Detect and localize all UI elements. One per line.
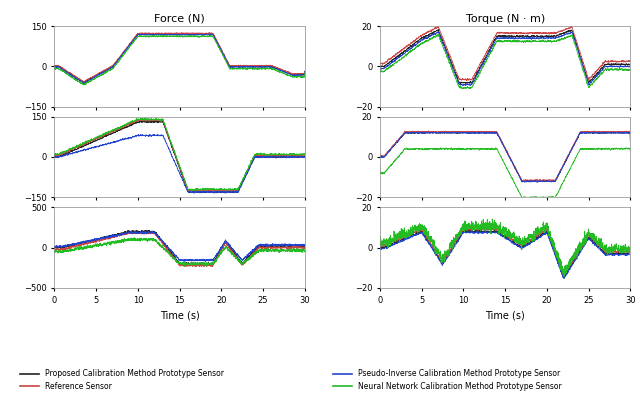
X-axis label: Time (s): Time (s) [160,310,200,320]
Title: Force (N): Force (N) [154,14,205,24]
Title: Torque (N · m): Torque (N · m) [465,14,545,24]
X-axis label: Time (s): Time (s) [485,310,525,320]
Legend: Proposed Calibration Method Prototype Sensor, Reference Sensor: Proposed Calibration Method Prototype Se… [17,366,227,394]
Legend: Pseudo-Inverse Calibration Method Prototype Sensor, Neural Network Calibration M: Pseudo-Inverse Calibration Method Protot… [330,366,565,394]
